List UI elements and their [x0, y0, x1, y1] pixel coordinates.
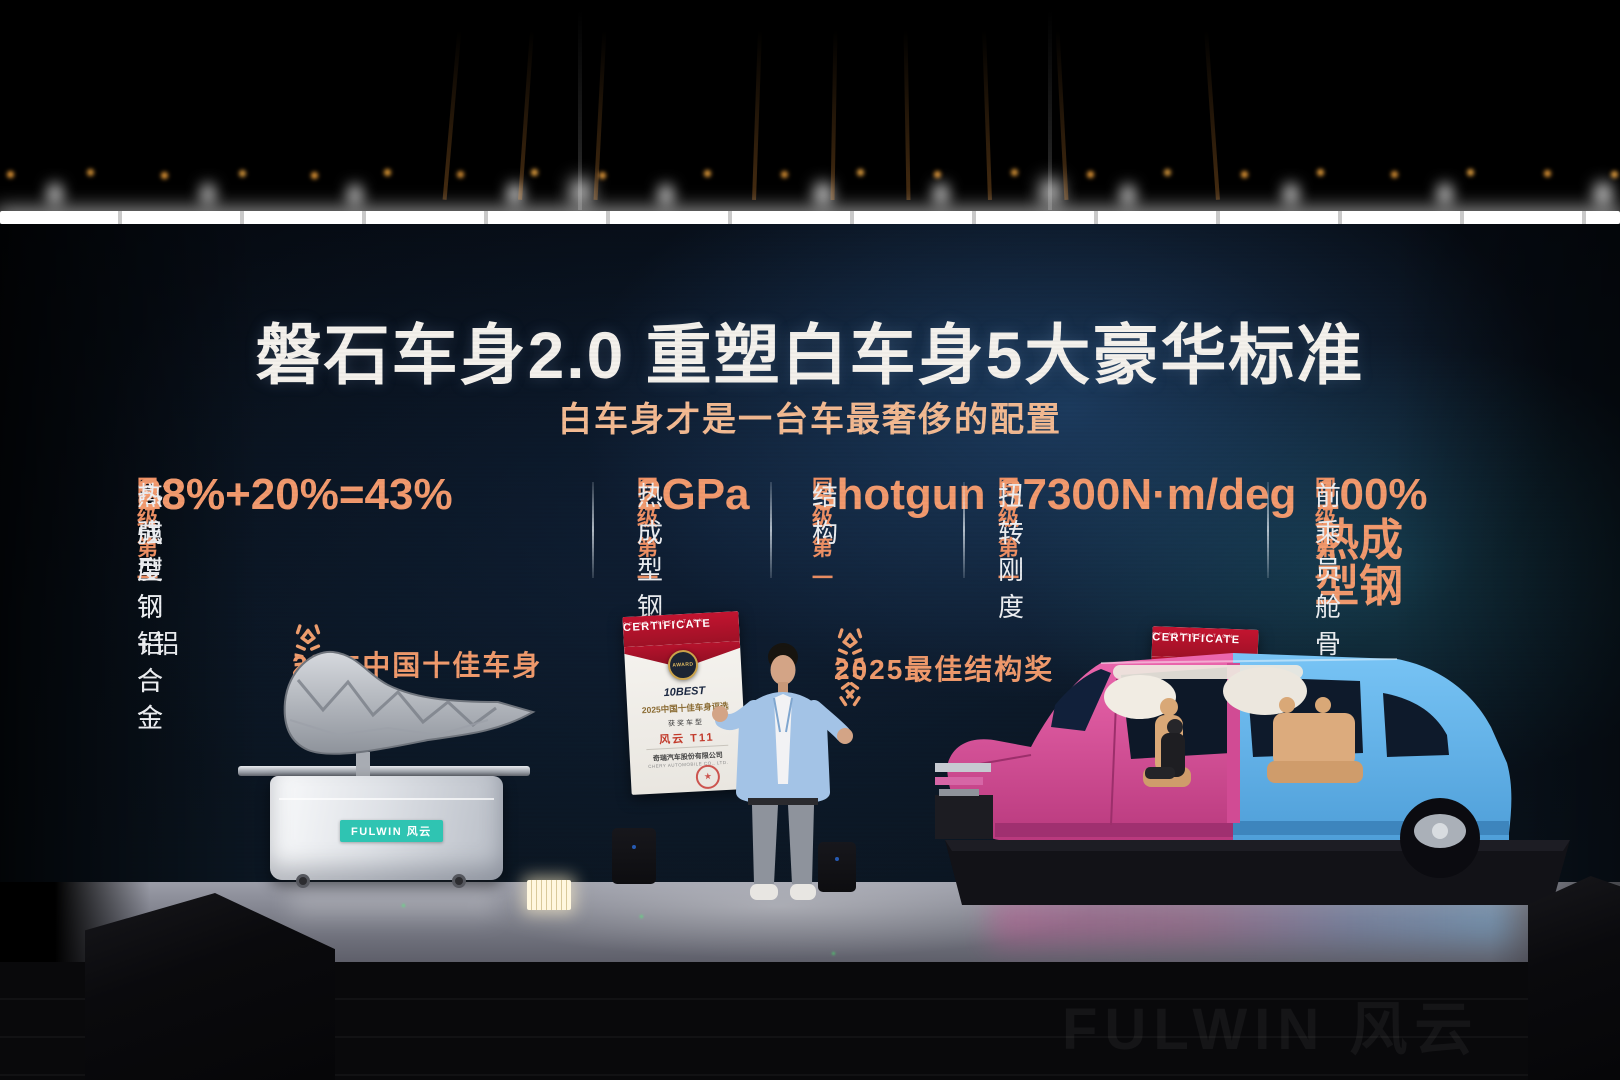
- body-part-display: [283, 650, 536, 780]
- moving-head-light: [612, 828, 656, 884]
- presenter: [712, 643, 853, 900]
- light-beam: [982, 29, 992, 201]
- truss-light-bar: [0, 211, 1620, 224]
- light-beam: [578, 10, 582, 210]
- light-beam: [1048, 10, 1052, 210]
- slide-subtitle: 白车身才是一台车最奢侈的配置: [558, 401, 1062, 439]
- display-rail: [238, 766, 530, 776]
- car-cutaway-model: [935, 653, 1570, 905]
- light-beam: [442, 30, 462, 200]
- light-beam: [518, 30, 534, 200]
- light-beam: [830, 29, 838, 201]
- cart-reflection: [290, 888, 495, 918]
- stat-divider: [770, 482, 772, 578]
- brand-label: FULWIN 风云: [340, 820, 443, 842]
- floor-led-panel: [527, 880, 571, 910]
- stat-divider: [592, 482, 594, 578]
- speaker-right: [1528, 876, 1620, 1080]
- light-beam: [1055, 30, 1069, 200]
- white-stage-lights: [0, 0, 6, 12]
- light-beam: [903, 29, 911, 201]
- light-beam: [1204, 30, 1220, 200]
- light-beam: [593, 30, 607, 200]
- moving-head-light: [818, 842, 856, 892]
- stat-divider: [963, 482, 965, 578]
- stat-divider: [1267, 482, 1269, 578]
- caster-wheel: [296, 874, 310, 888]
- lighting-rig: [0, 0, 1620, 224]
- caster-wheel: [452, 874, 466, 888]
- laser-dots: [0, 882, 3, 885]
- slide-title: 磐石车身2.0 重塑白车身5大豪华标准: [255, 318, 1365, 392]
- light-beam: [752, 29, 762, 201]
- stage-watermark: FULWIN 风云: [1062, 997, 1480, 1062]
